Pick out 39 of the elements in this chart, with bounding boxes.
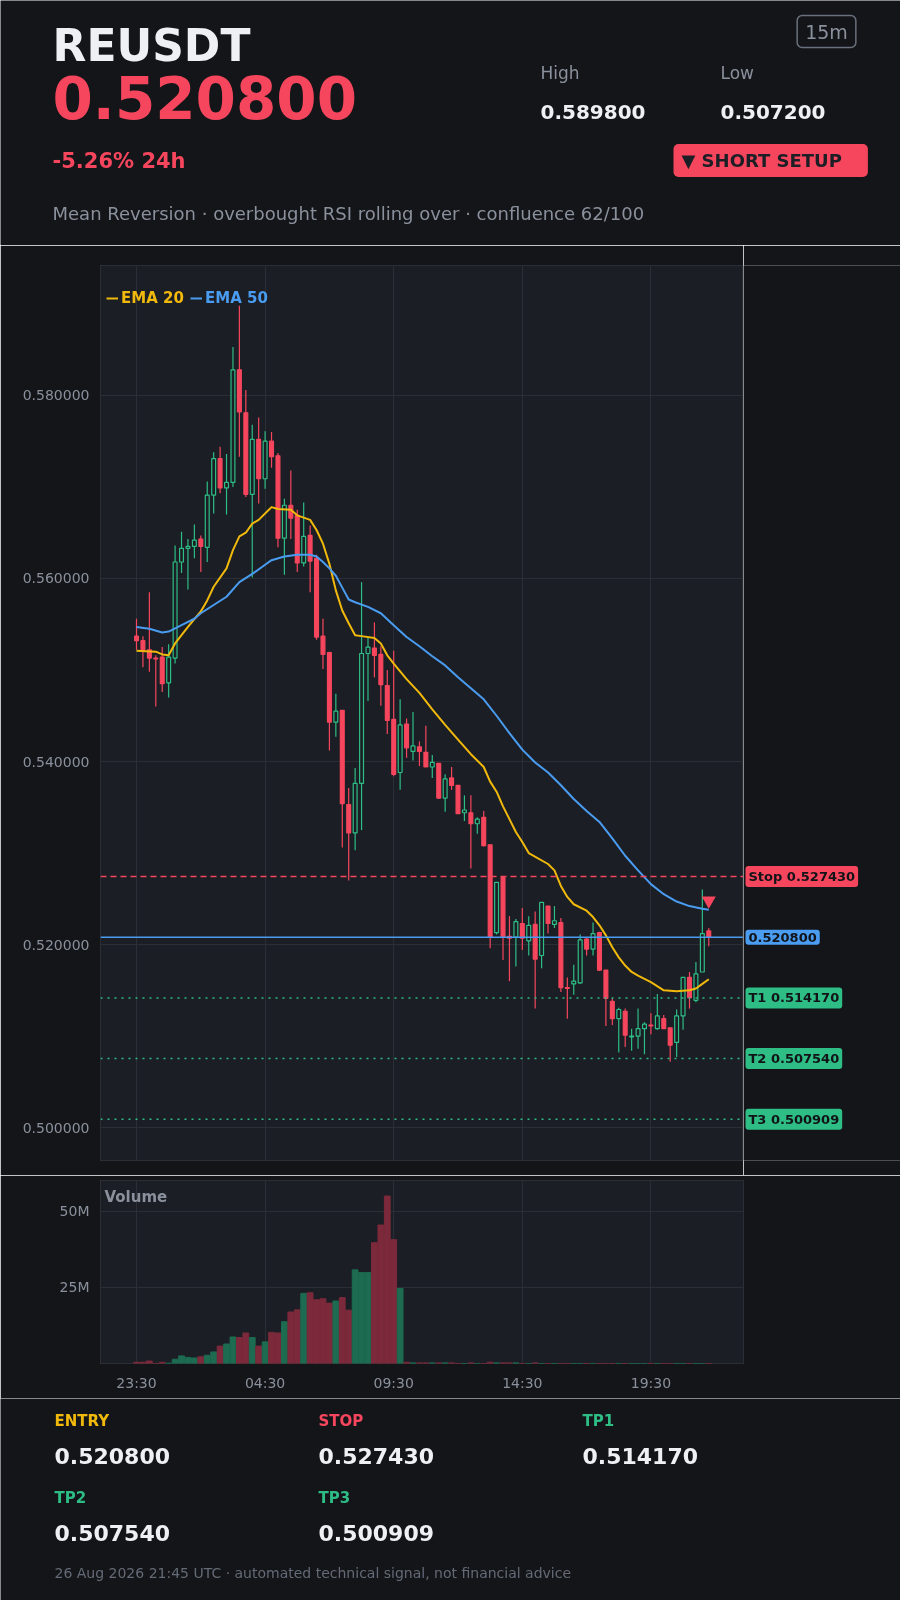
- ref-line-label: T3 0.500909: [748, 1111, 840, 1127]
- text: 0.589800: [540, 99, 646, 124]
- text: TP1: [582, 1411, 615, 1430]
- text: Volume: [104, 1187, 168, 1206]
- text: 15m: [805, 20, 848, 43]
- ref-line-label: Stop 0.527430: [748, 869, 856, 885]
- y-tick-label: 0.520000: [22, 936, 90, 953]
- text: Mean Reversion · overbought RSI rolling over · confluence 62/100: [52, 203, 645, 224]
- ref-line-label: T1 0.514170: [748, 990, 840, 1006]
- y-tick-label: 50M: [59, 1203, 90, 1219]
- text: 0.507540: [54, 1520, 171, 1546]
- text: 0.527430: [318, 1443, 435, 1469]
- ref-line-label: T2 0.507540: [748, 1051, 840, 1067]
- text: ▼ SHORT SETUP: [681, 150, 842, 171]
- y-tick-label: 25M: [59, 1279, 90, 1296]
- text: TP2: [54, 1488, 87, 1507]
- y-tick-label: 0.500000: [22, 1119, 90, 1136]
- x-tick-label: 14:30: [502, 1374, 543, 1391]
- legend-label: EMA 20: [121, 289, 184, 307]
- text: -5.26% 24h: [52, 148, 186, 173]
- text: TP3: [318, 1488, 351, 1507]
- ref-line-label: 0.520800: [748, 929, 817, 945]
- text: 0.500909: [318, 1520, 435, 1546]
- text: Low: [720, 62, 755, 83]
- y-tick-label: 0.540000: [22, 753, 90, 770]
- x-tick-label: 09:30: [373, 1374, 414, 1391]
- x-tick-label: 23:30: [116, 1374, 157, 1391]
- text: 0.520800: [54, 1443, 171, 1469]
- x-tick-label: 04:30: [244, 1374, 286, 1391]
- text: STOP: [318, 1411, 364, 1430]
- legend-label: EMA 50: [205, 289, 268, 307]
- y-tick-label: 0.580000: [22, 387, 90, 404]
- text: 0.514170: [582, 1443, 699, 1469]
- text: 0.507200: [720, 99, 826, 124]
- text: 26 Aug 2026 21:45 UTC · automated technical signal, not financial advice: [54, 1564, 572, 1581]
- x-tick-label: 19:30: [630, 1374, 672, 1391]
- text: High: [540, 62, 580, 83]
- y-tick-label: 0.560000: [22, 570, 90, 587]
- text: ENTRY: [54, 1411, 111, 1430]
